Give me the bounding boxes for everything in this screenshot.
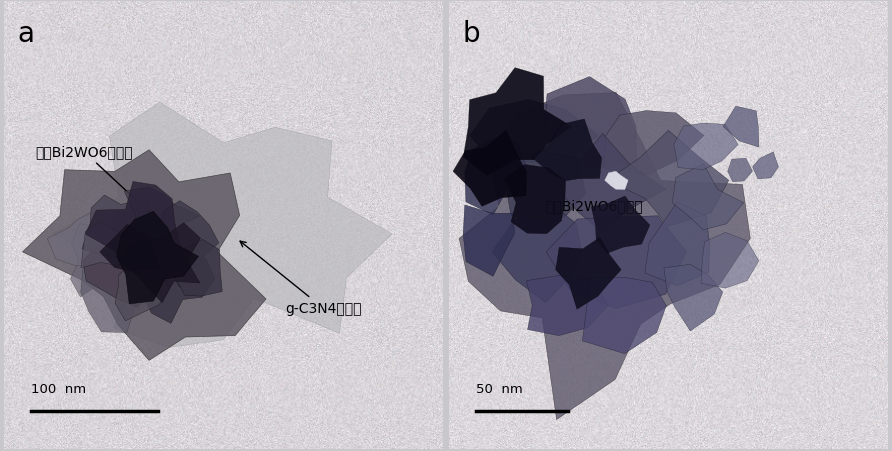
- Polygon shape: [463, 206, 515, 277]
- Polygon shape: [129, 251, 215, 324]
- Polygon shape: [582, 277, 666, 354]
- Polygon shape: [645, 202, 709, 286]
- Polygon shape: [83, 212, 175, 308]
- Polygon shape: [545, 78, 636, 170]
- Polygon shape: [591, 197, 650, 254]
- Polygon shape: [81, 222, 130, 268]
- Polygon shape: [607, 131, 729, 226]
- Polygon shape: [533, 120, 601, 181]
- Text: a: a: [18, 20, 35, 48]
- Polygon shape: [119, 223, 201, 303]
- Text: 单层Bi2WO6纳米片: 单层Bi2WO6纳米片: [35, 145, 150, 214]
- Polygon shape: [463, 69, 572, 176]
- Polygon shape: [53, 103, 392, 348]
- Polygon shape: [492, 200, 582, 303]
- Text: 50  nm: 50 nm: [475, 382, 523, 395]
- Polygon shape: [505, 165, 566, 234]
- Polygon shape: [558, 134, 665, 233]
- Polygon shape: [664, 265, 723, 331]
- Polygon shape: [673, 124, 739, 170]
- Polygon shape: [701, 233, 759, 289]
- Polygon shape: [556, 238, 621, 309]
- Polygon shape: [81, 254, 145, 333]
- Polygon shape: [138, 201, 219, 288]
- Text: b: b: [462, 20, 480, 48]
- Polygon shape: [673, 165, 744, 230]
- Polygon shape: [459, 93, 750, 419]
- Polygon shape: [47, 213, 112, 267]
- Text: 100  nm: 100 nm: [30, 382, 86, 395]
- Polygon shape: [546, 216, 687, 309]
- Polygon shape: [753, 152, 779, 179]
- Polygon shape: [453, 131, 526, 207]
- Polygon shape: [86, 182, 182, 285]
- Polygon shape: [605, 172, 628, 190]
- Polygon shape: [82, 196, 148, 258]
- Polygon shape: [70, 224, 137, 297]
- Polygon shape: [508, 151, 585, 221]
- Polygon shape: [117, 212, 199, 304]
- Polygon shape: [124, 188, 200, 242]
- Text: 单层Bi2WO6纳米片: 单层Bi2WO6纳米片: [546, 199, 643, 213]
- Polygon shape: [470, 101, 599, 163]
- Polygon shape: [723, 107, 759, 148]
- Polygon shape: [100, 225, 161, 272]
- Polygon shape: [115, 266, 169, 321]
- Polygon shape: [728, 159, 753, 182]
- Polygon shape: [465, 140, 527, 215]
- Polygon shape: [22, 151, 266, 360]
- Text: g-C3N4纳米片: g-C3N4纳米片: [240, 242, 361, 315]
- Polygon shape: [170, 240, 222, 296]
- Polygon shape: [526, 276, 608, 336]
- Polygon shape: [604, 111, 704, 175]
